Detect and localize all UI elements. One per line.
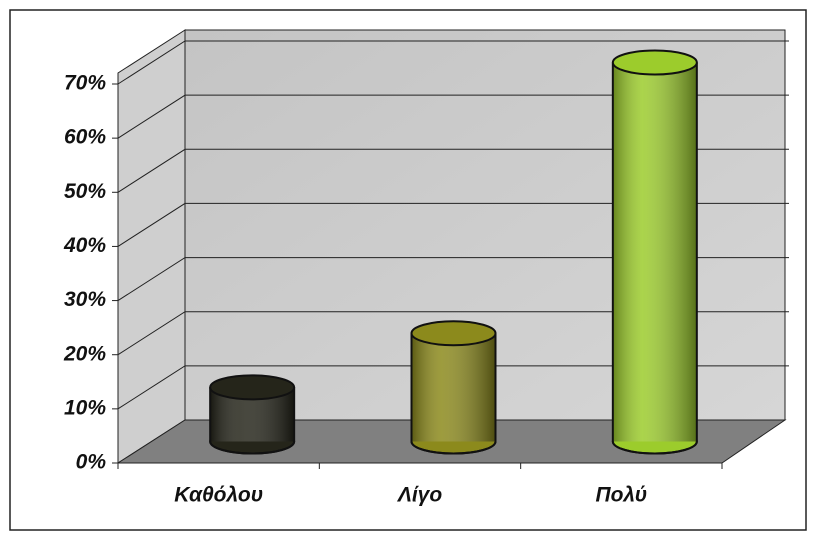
grid-line (117, 40, 789, 85)
grid-line (117, 202, 789, 247)
bar-base-edge (209, 441, 296, 455)
grid-line (117, 365, 789, 410)
y-tick-label: 70% (64, 72, 106, 95)
bar-base-edge (410, 441, 497, 455)
y-tick-label: 60% (64, 126, 106, 149)
side-wall (117, 29, 186, 464)
y-tick-label: 30% (64, 288, 106, 311)
y-tick-label: 50% (64, 180, 106, 203)
bar-top (611, 49, 698, 76)
y-tick-label: 40% (63, 234, 106, 257)
bar-body-shade (612, 62, 697, 442)
grid-line (117, 257, 789, 301)
grid-line (117, 148, 789, 193)
bar-top (410, 320, 497, 347)
y-tick-label: 0% (76, 451, 107, 474)
grid-line (117, 94, 789, 139)
bar-body-shade (411, 333, 496, 442)
grid-line (117, 311, 789, 356)
frame (9, 9, 807, 531)
x-tick-label: Πολύ (596, 484, 648, 507)
bar-base-edge (611, 441, 698, 455)
bar-top (209, 374, 296, 401)
x-tick-label: Λίγο (397, 484, 443, 507)
y-tick-label: 20% (63, 342, 106, 365)
y-tick-label: 10% (64, 396, 106, 419)
x-tick-label: Καθόλου (174, 484, 263, 507)
